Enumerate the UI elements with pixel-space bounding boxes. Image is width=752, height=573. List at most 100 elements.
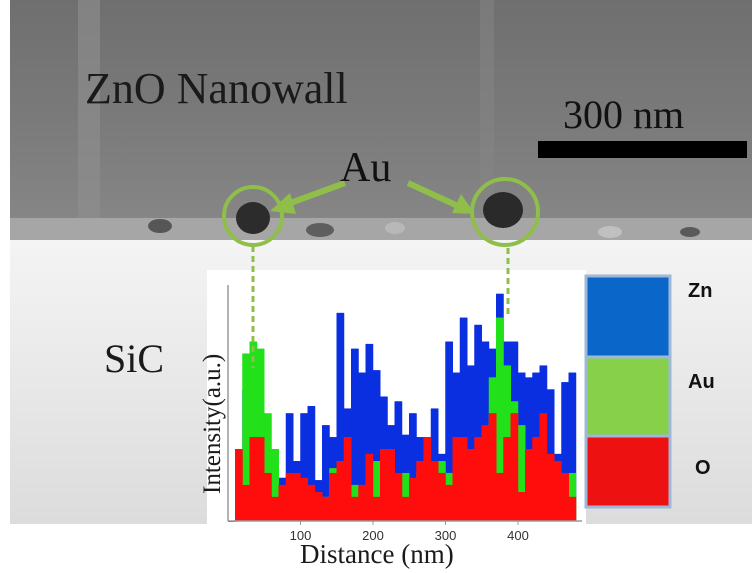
legend-swatch-au [584, 355, 672, 438]
data-point [496, 473, 504, 475]
data-point [474, 437, 482, 439]
data-point [300, 477, 308, 479]
data-point [329, 437, 337, 439]
data-point [503, 365, 511, 367]
data-point [489, 348, 497, 350]
data-point [278, 477, 286, 479]
data-point [271, 497, 279, 499]
data-point [249, 437, 257, 439]
data-point [358, 372, 366, 374]
data-point [380, 449, 388, 451]
data-point [402, 497, 410, 499]
data-point [445, 485, 453, 487]
data-point [387, 449, 395, 451]
data-point [336, 461, 344, 463]
data-point [351, 348, 359, 350]
data-point [351, 485, 359, 487]
data-point [409, 413, 417, 415]
region-label-zno: ZnO Nanowall [85, 64, 348, 113]
data-point [300, 413, 308, 415]
au-marker-circle [222, 185, 284, 247]
data-point [315, 492, 323, 494]
data-point [322, 497, 330, 499]
data-point [510, 401, 518, 403]
x-axis-label: Distance (nm) [300, 539, 454, 569]
data-point [235, 449, 243, 451]
data-point [554, 461, 562, 463]
data-point [336, 313, 344, 315]
interface-particle [306, 223, 334, 237]
data-point [525, 449, 533, 451]
data-point [452, 372, 460, 374]
data-point [438, 473, 446, 475]
data-point [532, 437, 540, 439]
au-particle [236, 202, 270, 234]
data-point [242, 485, 250, 487]
data-point [532, 372, 540, 374]
interface-particle [680, 227, 700, 237]
data-point [257, 437, 265, 439]
data-point [351, 497, 359, 499]
data-point [394, 401, 402, 403]
data-point [344, 437, 352, 439]
data-point [423, 437, 431, 439]
data-point [525, 377, 533, 379]
au-arrow [283, 180, 347, 208]
data-point [409, 477, 417, 479]
chart: 100 200 300 400 Intensity(a.u.) Distance (n… [199, 246, 586, 569]
plot-series [228, 293, 577, 522]
series-o [228, 413, 577, 522]
legend-swatch-o [584, 434, 672, 509]
sem-background [10, 0, 752, 255]
data-point [264, 413, 272, 415]
data-point [249, 341, 257, 343]
scale-bar-label: 300 nm [563, 92, 684, 137]
data-point [445, 341, 453, 343]
data-point [568, 473, 576, 475]
data-point [380, 396, 388, 398]
data-point [286, 473, 294, 475]
data-point [365, 454, 373, 456]
data-point [329, 468, 337, 470]
data-point [329, 473, 337, 475]
data-point [474, 325, 482, 327]
data-point [489, 377, 497, 379]
data-point [242, 353, 250, 355]
data-point [402, 473, 410, 475]
data-point [518, 372, 526, 374]
legend-swatch-zn [584, 274, 672, 359]
data-point [510, 341, 518, 343]
scale-bar [538, 141, 747, 158]
interface-particle [598, 226, 622, 238]
data-point [278, 485, 286, 487]
data-point [460, 317, 468, 319]
data-point [293, 461, 301, 463]
region-label-sic: SiC [104, 336, 164, 381]
interface-band [10, 218, 752, 240]
data-point [257, 348, 265, 350]
data-point [518, 425, 526, 427]
data-point [344, 408, 352, 410]
data-point [365, 344, 373, 346]
data-point [431, 461, 439, 463]
au-particle [483, 192, 523, 228]
data-point [445, 473, 453, 475]
data-point [271, 449, 279, 451]
interface-particle [148, 219, 172, 233]
x-ticks: 100 200 300 400 [290, 521, 529, 543]
data-point [264, 473, 272, 475]
au-arrow-head [452, 194, 475, 214]
data-point [568, 372, 576, 374]
data-point [416, 437, 424, 439]
data-point [387, 425, 395, 427]
data-point [452, 437, 460, 439]
data-point [561, 473, 569, 475]
interface-particle [385, 222, 405, 234]
data-point [315, 480, 323, 482]
data-point [438, 454, 446, 456]
data-point [481, 341, 489, 343]
nanowall-streak [480, 0, 494, 240]
data-point [547, 454, 555, 456]
au-arrow-head [270, 193, 296, 214]
